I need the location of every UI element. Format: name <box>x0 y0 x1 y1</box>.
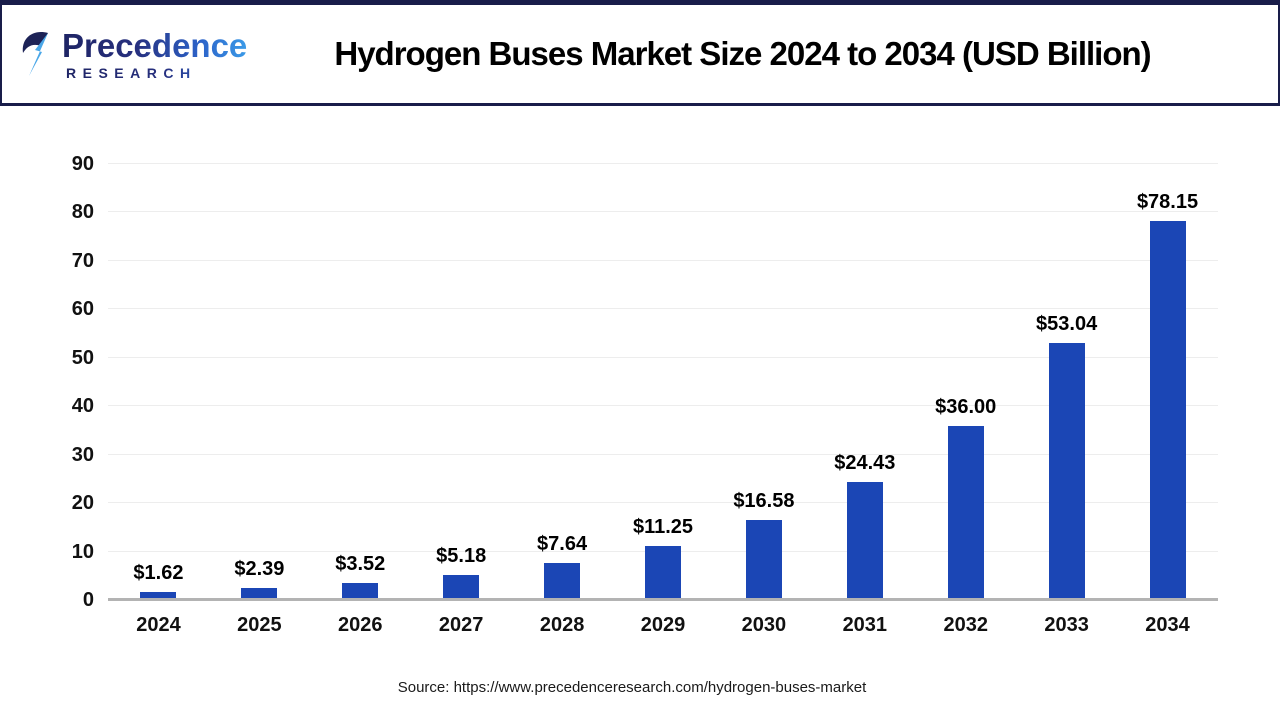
x-axis-label-2027: 2027 <box>438 614 484 636</box>
x-axis-label-2029: 2029 <box>640 614 686 636</box>
bar-2032 <box>947 425 984 600</box>
y-axis-tick-20: 20 <box>71 492 94 515</box>
x-axis-label-2032: 2032 <box>943 614 988 636</box>
bar-value-2027: $5.18 <box>436 544 487 567</box>
bar-value-2026: $3.52 <box>335 552 386 575</box>
bar-value-2029: $11.25 <box>632 515 694 538</box>
bar-value-2030: $16.58 <box>733 489 795 512</box>
bar-2028 <box>544 563 581 600</box>
y-axis-tick-60: 60 <box>71 298 94 321</box>
x-axis-label-2026: 2026 <box>338 614 383 636</box>
gridline-30 <box>108 453 1218 455</box>
gridline-90 <box>108 163 1218 164</box>
logo-wordmark: Precedence <box>62 26 248 64</box>
x-axis-label-2033: 2033 <box>1044 614 1089 636</box>
y-axis-tick-40: 40 <box>71 395 94 418</box>
gridline-70 <box>108 259 1218 261</box>
gridline-40 <box>108 405 1218 407</box>
y-axis-tick-30: 30 <box>71 443 94 466</box>
bar-2026 <box>342 582 379 600</box>
logo-text: Precedence RESEARCH <box>62 29 247 80</box>
bar-2031 <box>846 481 883 600</box>
y-axis-tick-50: 50 <box>71 346 94 369</box>
bar-2034 <box>1149 221 1186 600</box>
bar-2030 <box>745 519 782 600</box>
x-axis-label-2024: 2024 <box>136 614 181 636</box>
x-axis-label-2025: 2025 <box>237 614 282 636</box>
gridline-80 <box>108 211 1218 213</box>
y-axis-tick-70: 70 <box>71 249 94 272</box>
title-wrap: Hydrogen Buses Market Size 2024 to 2034 … <box>237 35 1278 73</box>
bar-value-2032: $36.00 <box>935 395 997 418</box>
logo-subtitle: RESEARCH <box>62 66 247 80</box>
precedence-logo-icon <box>22 32 48 76</box>
bar-value-2025: $2.39 <box>234 558 285 581</box>
bar-value-2024: $1.62 <box>133 562 184 585</box>
bar-2029 <box>645 545 681 600</box>
x-axis-baseline <box>108 598 1218 601</box>
header: Precedence RESEARCH Hydrogen Buses Marke… <box>0 5 1280 106</box>
bar-2027 <box>443 574 480 600</box>
x-axis-label-2034: 2034 <box>1145 614 1190 636</box>
bar-2024 <box>140 592 177 600</box>
bar-value-2033: $53.04 <box>1036 313 1098 336</box>
y-axis-tick-80: 80 <box>71 201 94 224</box>
precedence-logo: Precedence RESEARCH <box>2 28 247 80</box>
x-axis-label-2028: 2028 <box>539 614 585 636</box>
page-title: Hydrogen Buses Market Size 2024 to 2034 … <box>334 35 1151 72</box>
bar-2025 <box>241 588 278 600</box>
gridline-20 <box>108 502 1218 504</box>
gridline-50 <box>108 356 1218 358</box>
y-axis-tick-10: 10 <box>71 540 94 563</box>
bar-2033 <box>1048 343 1085 600</box>
x-axis-label-2031: 2031 <box>842 614 888 636</box>
gridline-60 <box>108 308 1218 310</box>
y-axis-tick-90: 90 <box>71 153 94 175</box>
bar-value-2034: $78.15 <box>1136 191 1199 214</box>
source-text: Source: https://www.precedenceresearch.c… <box>397 679 867 696</box>
bar-value-2028: $7.64 <box>537 533 588 555</box>
x-axis-label-2030: 2030 <box>741 614 787 636</box>
y-axis-tick-0: 0 <box>82 589 94 611</box>
top-border-bar <box>0 0 1280 5</box>
bar-value-2031: $24.43 <box>834 451 896 474</box>
bar-chart: 0 10 20 30 40 50 60 70 80 90 $1.62 2024 $2.39 2025 $3.… <box>0 109 1280 669</box>
